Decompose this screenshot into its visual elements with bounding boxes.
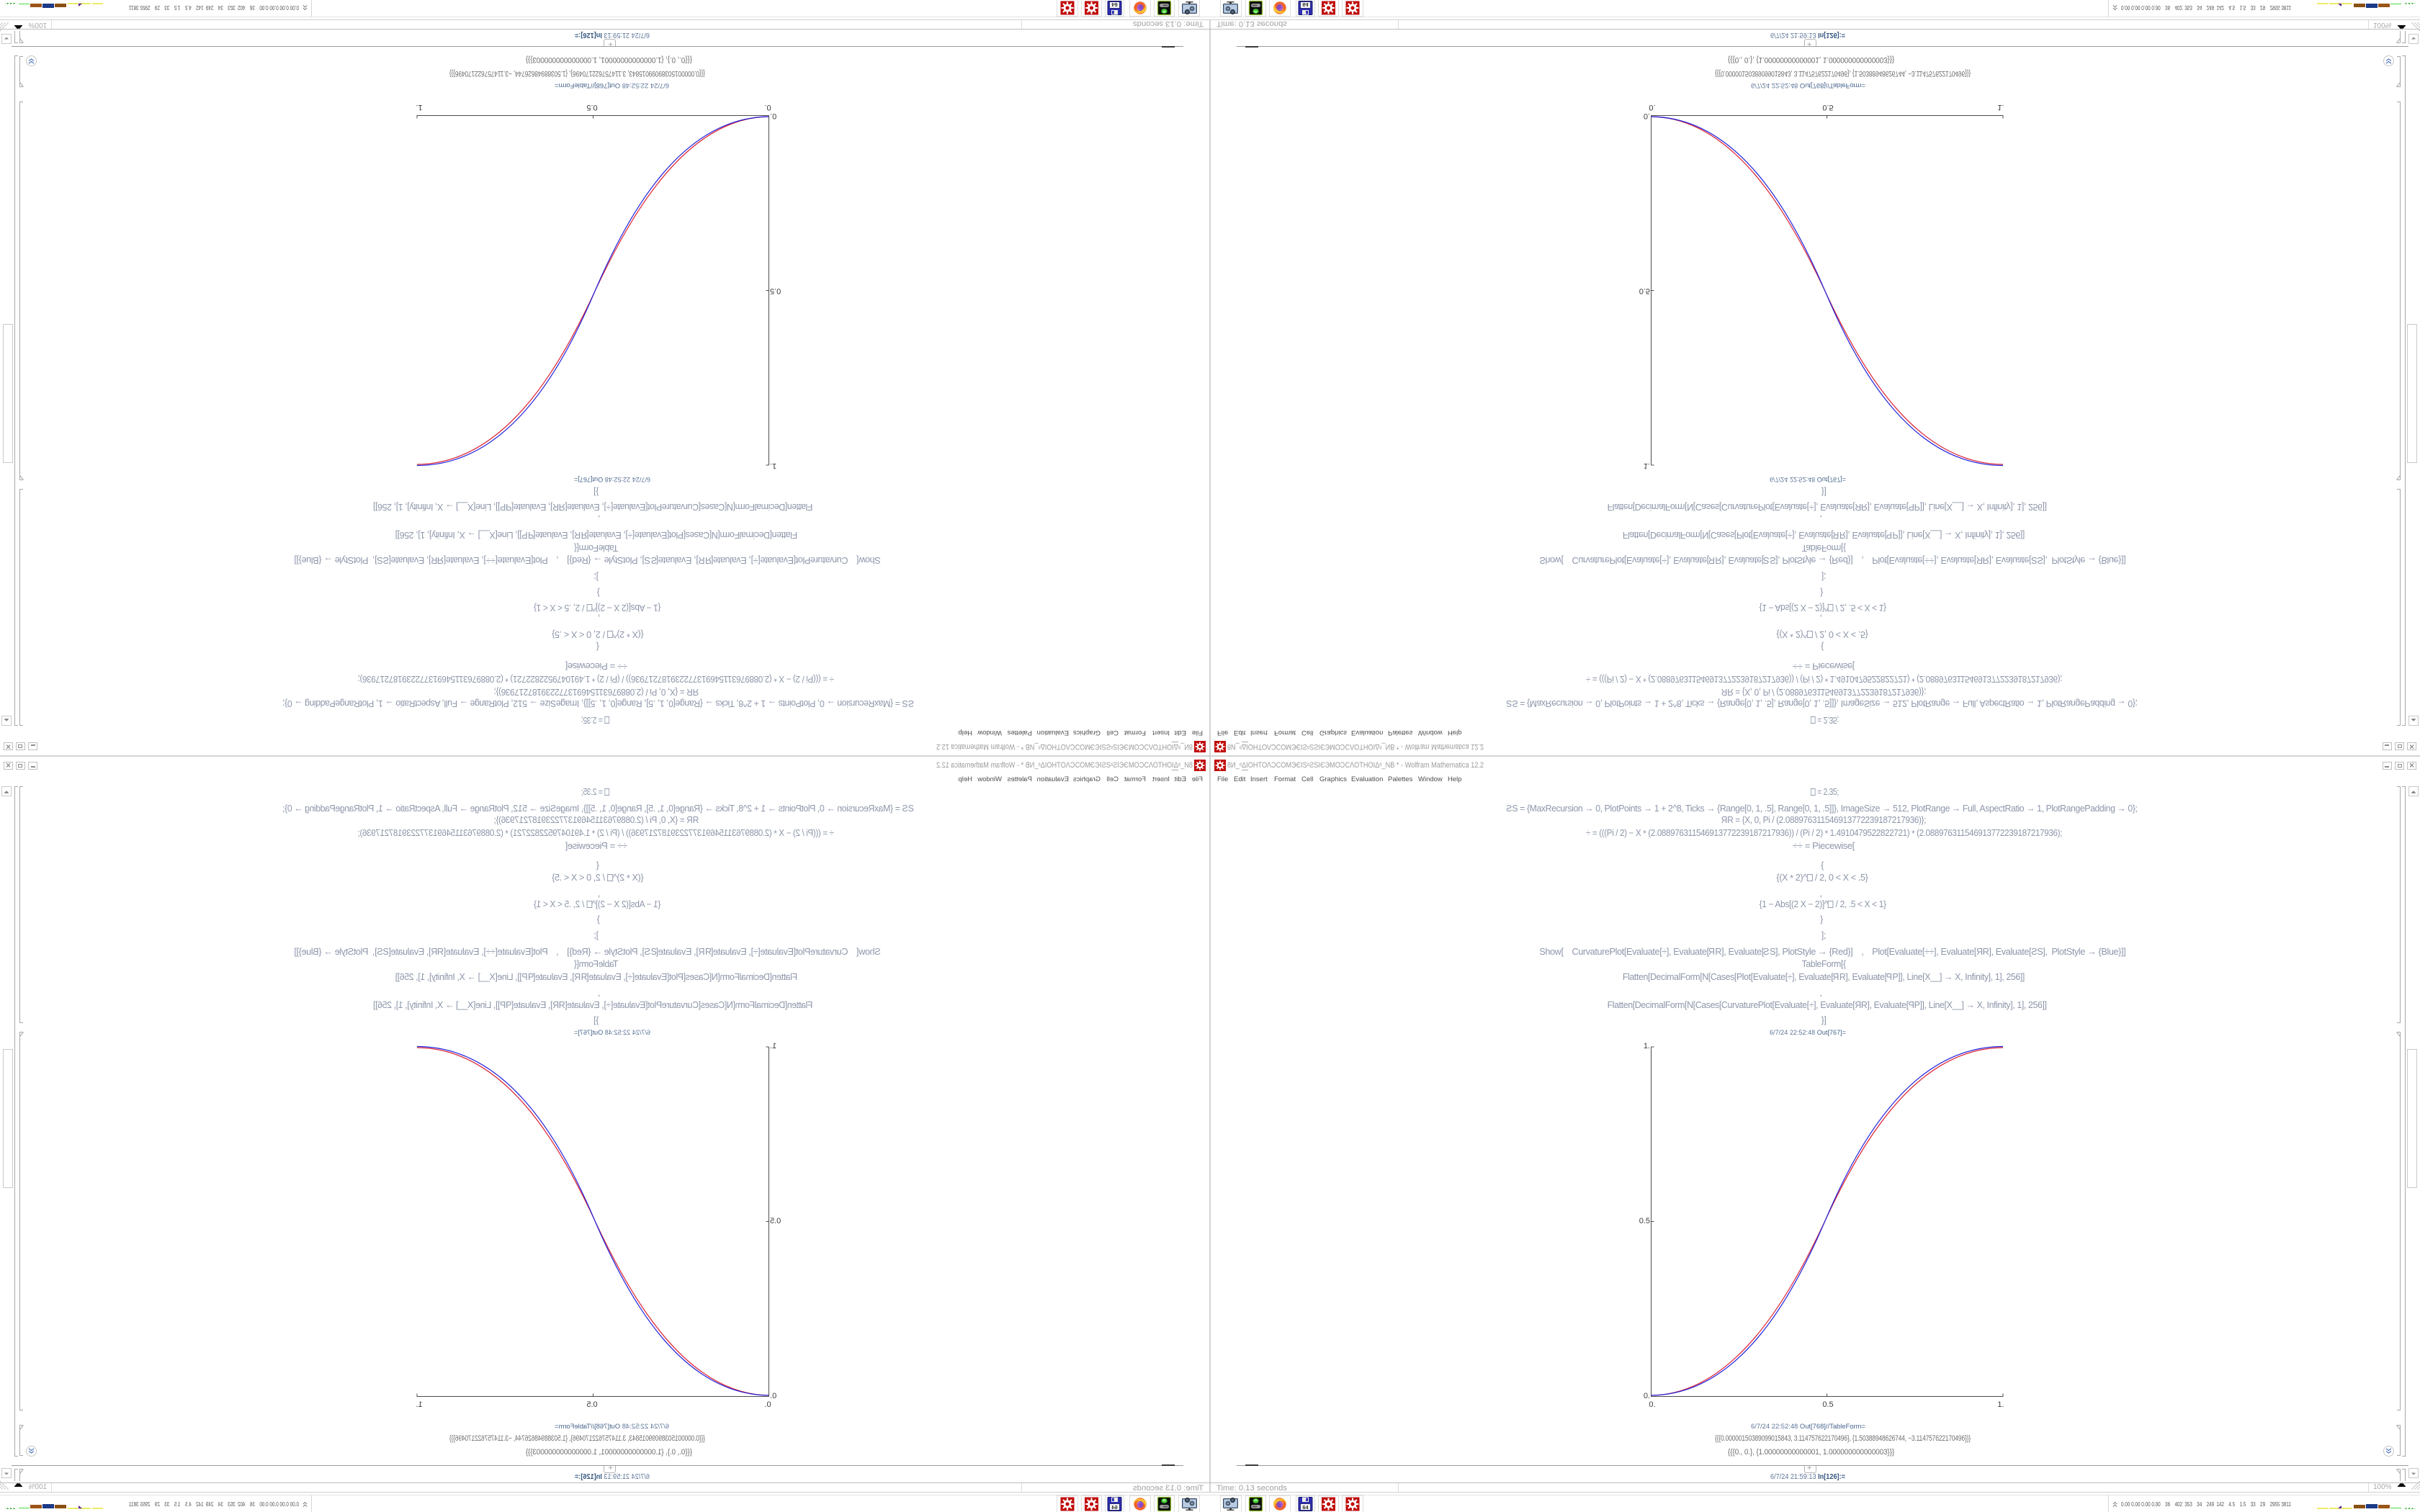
svg-text:64: 64: [1111, 1504, 1118, 1511]
svg-text:64: 64: [1111, 1, 1118, 8]
svg-text:64: 64: [1302, 1, 1309, 8]
svg-text:64: 64: [1302, 1504, 1309, 1511]
